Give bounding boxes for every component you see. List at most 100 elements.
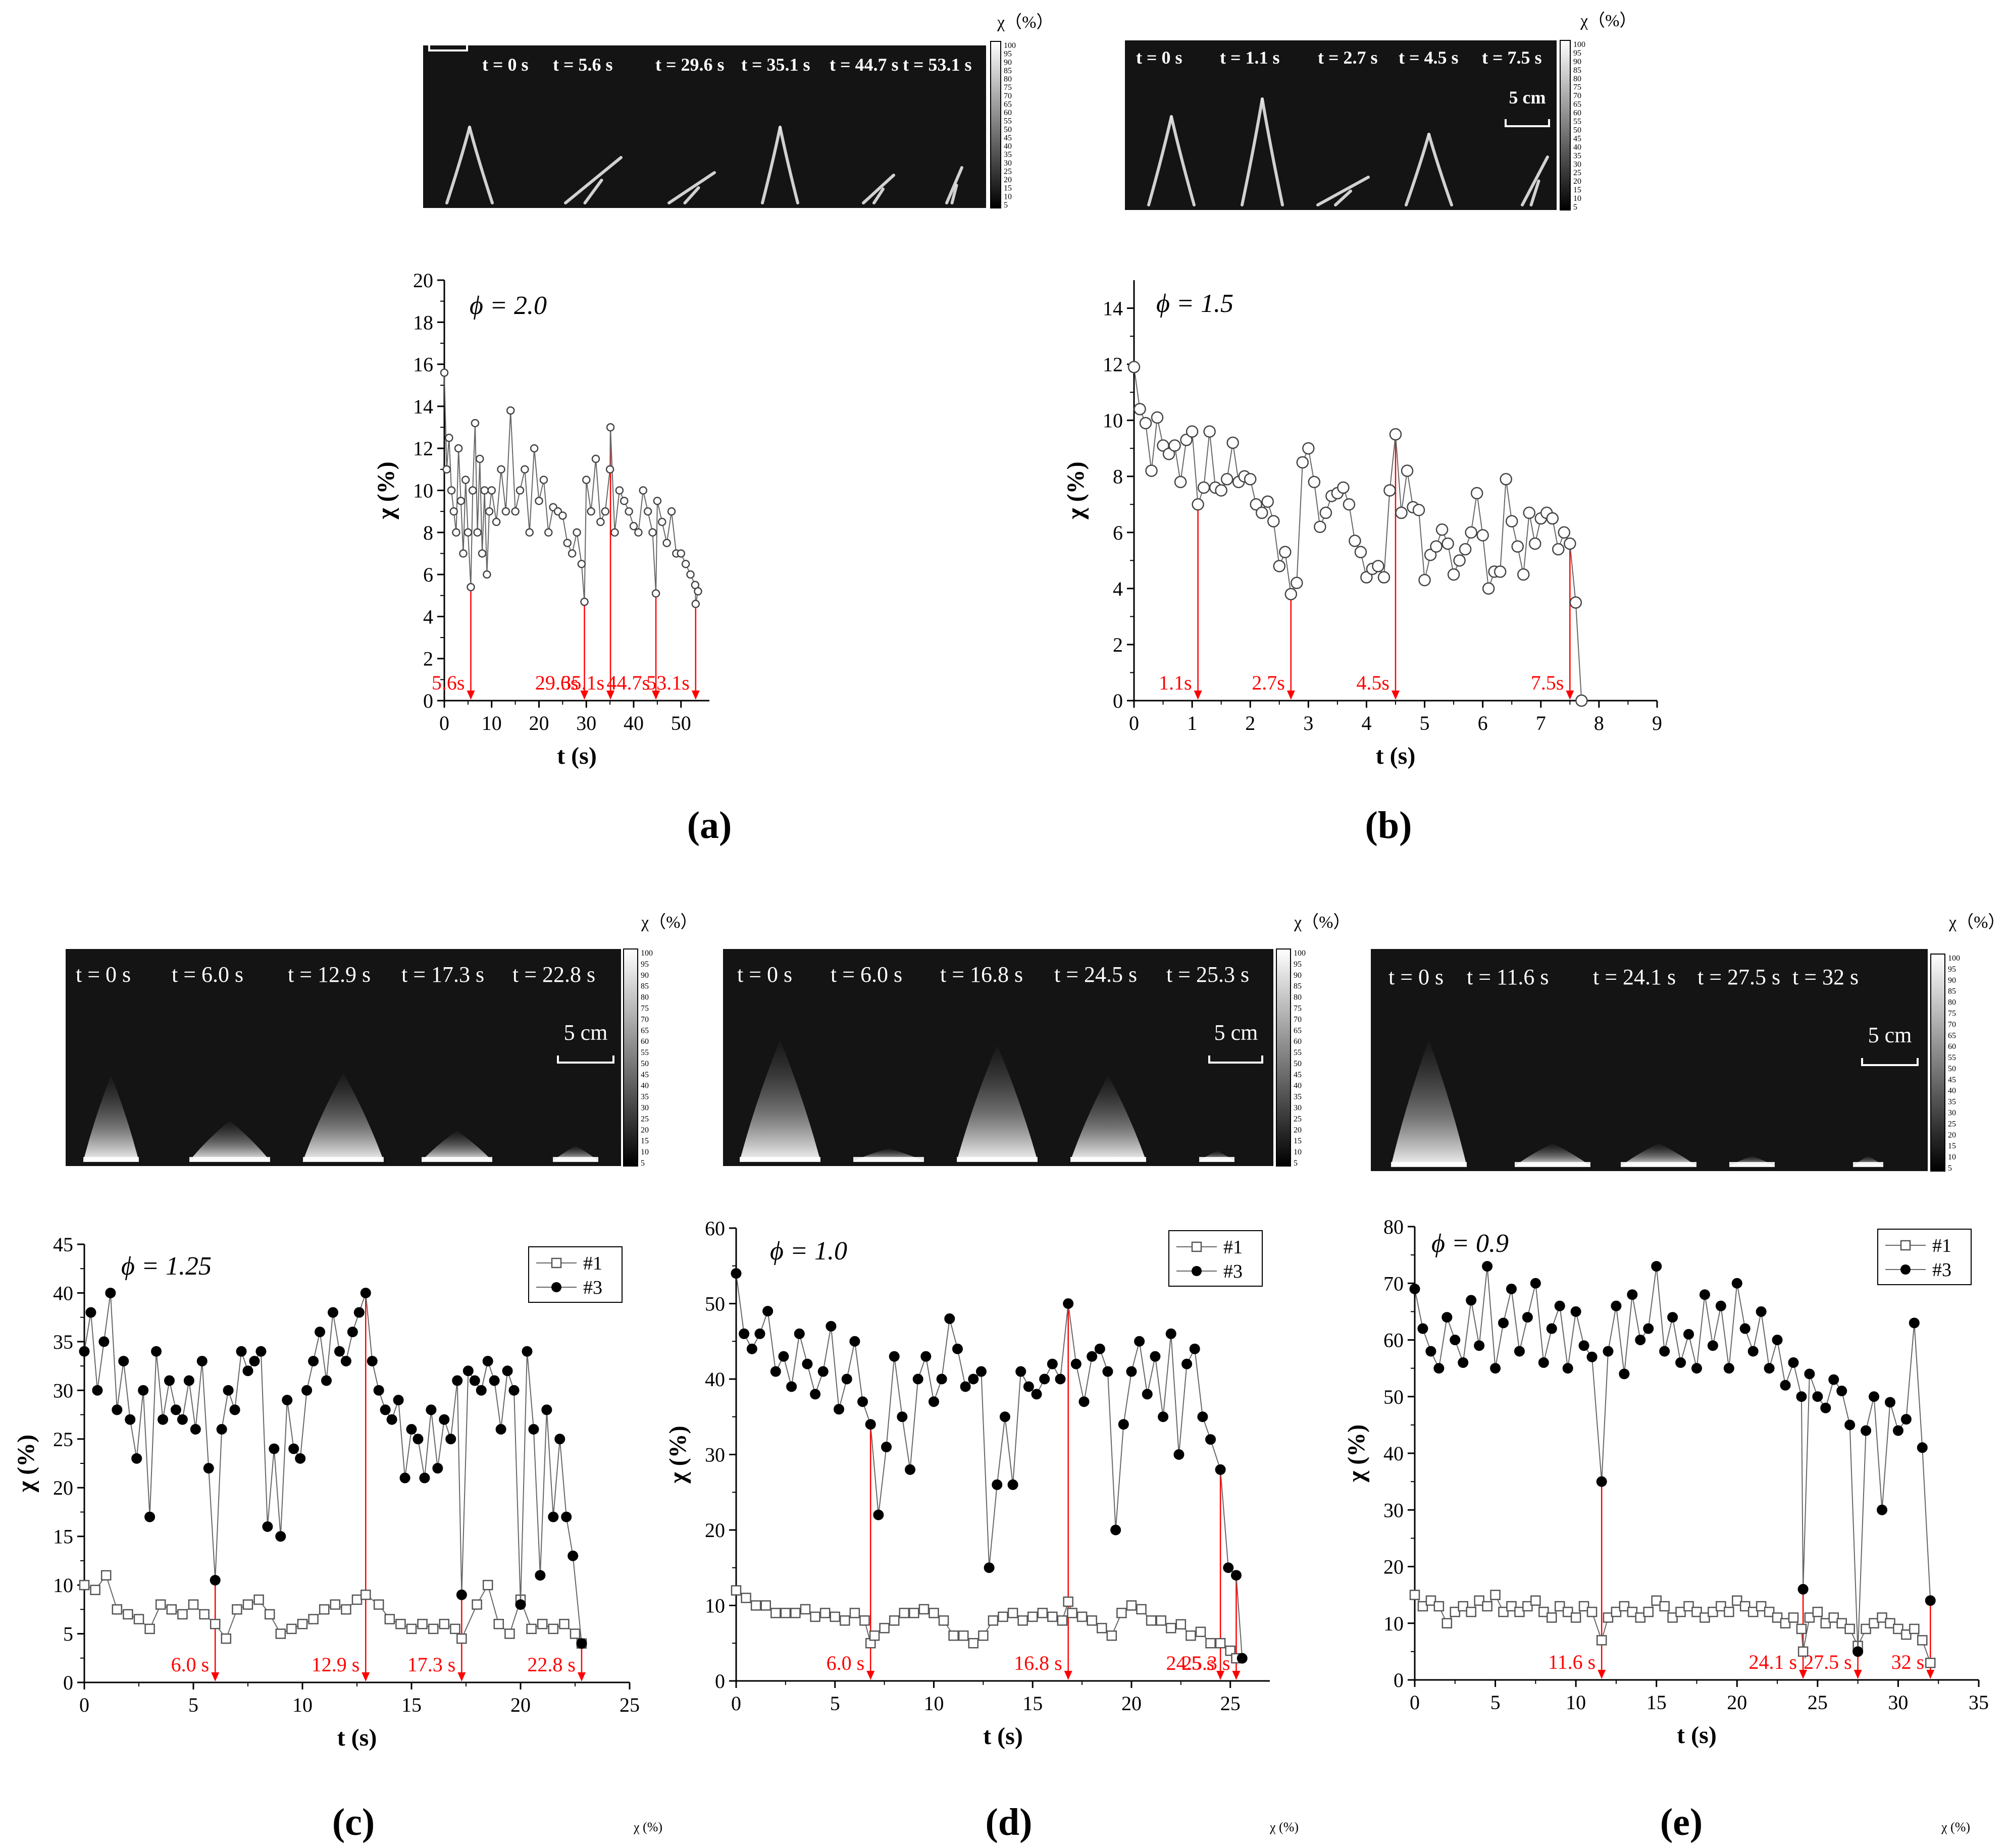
data-point xyxy=(417,1619,428,1629)
x-tick-label: 30 xyxy=(1888,1691,1908,1714)
data-point xyxy=(1291,576,1303,590)
data-point xyxy=(210,1619,221,1629)
data-point xyxy=(79,1346,90,1357)
phi-annotation: ϕ = 1.5 xyxy=(1156,289,1233,318)
data-point xyxy=(406,1423,417,1435)
colorbar-tick: 30 xyxy=(1294,1104,1302,1113)
data-point xyxy=(1215,1464,1226,1475)
data-point xyxy=(79,1579,90,1591)
x-tick-label: 1 xyxy=(1187,712,1197,734)
data-point xyxy=(582,476,591,484)
data-point xyxy=(1820,1618,1831,1628)
data-point xyxy=(577,560,586,568)
data-point xyxy=(1562,1607,1573,1617)
colorbar-title: χ（%） xyxy=(641,913,697,932)
data-point xyxy=(1796,1623,1807,1634)
flame-image-a: t = 0 s t = 5.6 s t = 29.6 s t = 35.1 s t = … xyxy=(423,13,1053,209)
data-point xyxy=(395,1619,406,1629)
flame-base xyxy=(1853,1162,1883,1167)
data-point xyxy=(459,549,468,558)
colorbar-tick: 55 xyxy=(1573,118,1581,126)
colorbar-tick: 35 xyxy=(1004,150,1012,159)
data-point xyxy=(1699,1289,1710,1300)
scale-label: 5 cm xyxy=(564,1020,608,1045)
legend-box xyxy=(528,1246,623,1303)
event-marker-label: 6.0 s xyxy=(171,1653,210,1676)
frame-label: t = 1.1 s xyxy=(1220,47,1280,68)
chart-d: 0 5 10 15 20 25 0 10 20 30 40 50 60 t (s) χ (%) ϕ = 1.0… xyxy=(664,1217,1270,1843)
data-point xyxy=(497,465,505,474)
data-point xyxy=(1383,484,1396,497)
data-point xyxy=(879,1623,890,1633)
data-point xyxy=(620,497,629,505)
data-point xyxy=(1037,1608,1048,1618)
colorbar-tick: 30 xyxy=(1004,159,1012,168)
colorbar-tick: 5 xyxy=(1004,201,1008,209)
data-point xyxy=(177,1414,188,1425)
data-point xyxy=(1546,1323,1557,1334)
data-point xyxy=(301,1385,313,1396)
flame-edge xyxy=(583,179,603,204)
data-point xyxy=(1869,1618,1879,1628)
x-axis-label: t (s) xyxy=(337,1724,377,1751)
data-point xyxy=(508,1385,520,1396)
data-point xyxy=(467,583,475,592)
y-tick-label: 6 xyxy=(423,563,433,586)
panel-label: (a) xyxy=(687,804,732,847)
y-tick-label: 0 xyxy=(715,1670,725,1693)
data-point xyxy=(1015,1366,1026,1377)
legend-label: #1 xyxy=(583,1253,602,1274)
y-tick-label: 12 xyxy=(1103,353,1123,376)
colorbar-tick: 70 xyxy=(641,1015,649,1024)
data-point xyxy=(297,1619,308,1629)
data-point xyxy=(1146,1615,1157,1626)
data-point xyxy=(1546,512,1559,525)
data-point xyxy=(548,1511,559,1522)
flame-base xyxy=(1729,1162,1775,1167)
data-point xyxy=(568,1550,579,1561)
data-point xyxy=(1417,1601,1428,1612)
colorbar-tick: 35 xyxy=(641,1093,649,1101)
legend: #1#3 xyxy=(1168,1230,1263,1287)
data-point xyxy=(1514,1607,1525,1617)
frame-label: t = 16.8 s xyxy=(940,962,1023,987)
data-point xyxy=(1691,1363,1702,1374)
legend-marker xyxy=(1192,1266,1202,1276)
colorbar-tick: 70 xyxy=(1004,92,1012,100)
data-point xyxy=(1433,1363,1445,1374)
data-point xyxy=(236,1346,247,1357)
data-point xyxy=(1349,535,1361,547)
x-tick-label: 40 xyxy=(624,712,644,734)
x-tick-label: 5 xyxy=(188,1694,198,1716)
flame-edge xyxy=(761,126,782,204)
event-marker-label: 4.5s xyxy=(1356,671,1389,694)
data-point xyxy=(559,1619,570,1629)
x-tick-label: 3 xyxy=(1303,712,1313,734)
x-tick-label: 10 xyxy=(292,1694,313,1716)
colorbar-tick: 45 xyxy=(1948,1076,1956,1084)
data-point xyxy=(840,1615,850,1626)
colorbar-tick: 15 xyxy=(1004,184,1012,193)
colorbar-tick: 45 xyxy=(641,1071,649,1079)
data-point xyxy=(1627,1289,1638,1300)
data-point xyxy=(262,1521,273,1532)
data-point xyxy=(334,1346,345,1357)
data-point xyxy=(1861,1425,1872,1436)
colorbar-tick: 5 xyxy=(1294,1159,1298,1168)
data-point xyxy=(1447,568,1460,581)
data-point xyxy=(1470,487,1483,500)
data-point xyxy=(731,1268,742,1279)
colorbar-tick: 40 xyxy=(641,1082,649,1090)
flame-base xyxy=(1199,1157,1234,1162)
x-axis-label: t (s) xyxy=(983,1723,1023,1750)
data-point xyxy=(1215,484,1227,497)
event-marker-arrow xyxy=(1799,1670,1808,1679)
colorbar-tick: 20 xyxy=(641,1126,649,1134)
data-point xyxy=(1538,1607,1549,1617)
y-tick-label: 15 xyxy=(53,1525,73,1548)
legend-marker xyxy=(1900,1240,1911,1251)
y-tick-label: 14 xyxy=(1103,297,1123,320)
x-tick-label: 15 xyxy=(1646,1691,1667,1714)
panel-label: (b) xyxy=(1365,804,1412,847)
colorbar-tick: 75 xyxy=(1573,83,1581,92)
